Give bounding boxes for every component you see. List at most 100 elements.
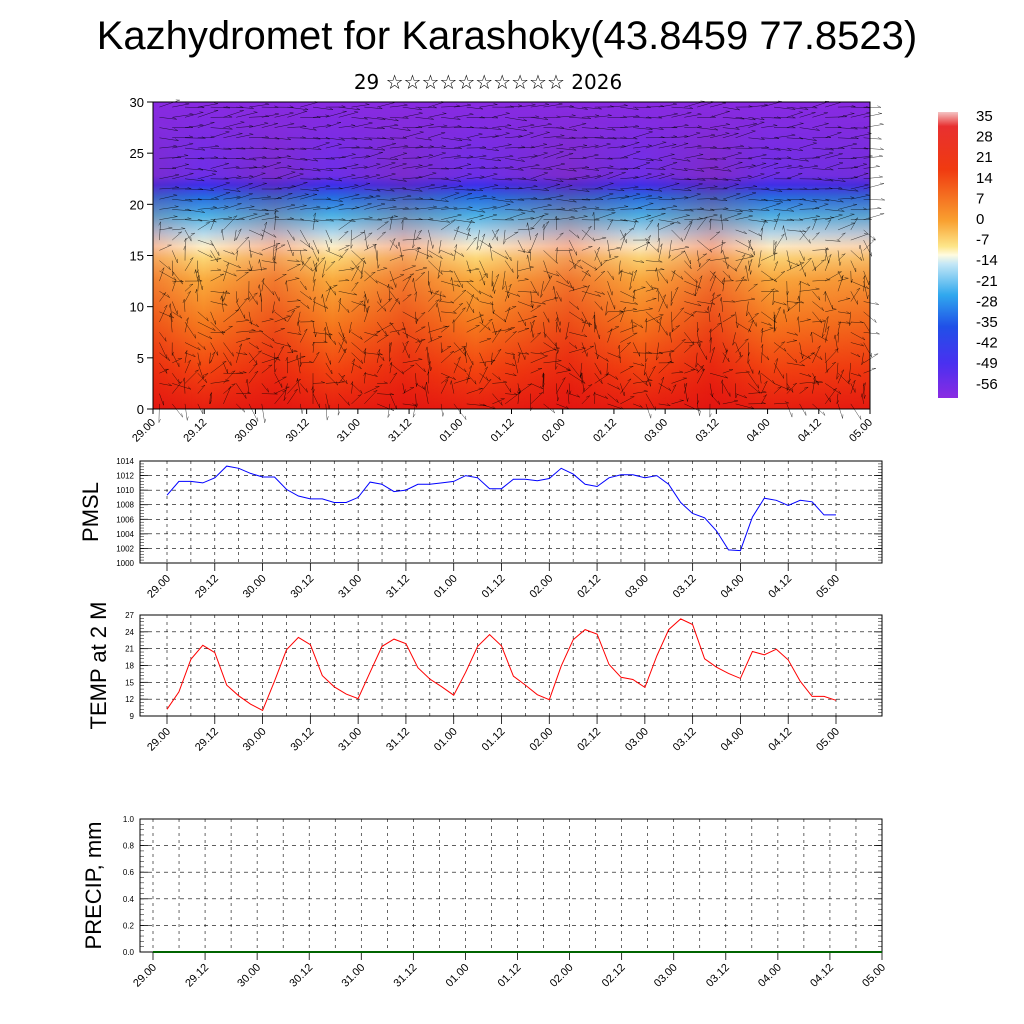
x-tick-label: 29.12 <box>193 573 221 601</box>
x-tick-label: 31.00 <box>335 417 363 445</box>
x-tick-label: 04.00 <box>719 573 747 601</box>
page-title: Kazhydromet for Karashoky(43.8459 77.852… <box>96 14 918 58</box>
x-tick-label: 29.00 <box>131 962 159 990</box>
colorbar-label: -35 <box>976 314 998 331</box>
x-tick-label: 03.12 <box>704 962 732 990</box>
x-tick-label: 30.12 <box>289 573 317 601</box>
y-tick-label: 1006 <box>116 515 134 524</box>
y-tick-label: 9 <box>130 712 135 721</box>
colorbar-label: -49 <box>976 355 998 372</box>
y-tick-label: 0.4 <box>123 895 135 904</box>
temp-panel: 9 12 15 18 21 24 27 29.00 29.12 30.00 30.12 31.00 31… <box>86 602 883 754</box>
x-tick-label: 02.12 <box>600 962 628 990</box>
x-tick-label: 31.12 <box>384 726 412 754</box>
y-tick-label: 0.8 <box>123 842 135 851</box>
x-tick-label: 05.00 <box>814 573 842 601</box>
y-tick-label: 27 <box>125 611 134 620</box>
x-tick-label: 03.00 <box>623 573 651 601</box>
x-tick-label: 31.12 <box>392 962 420 990</box>
y-tick-label: 0.2 <box>123 921 135 930</box>
cross-section-panel: 0 5 10 15 20 25 30 29.00 29.12 30.00 30.12 31.00 31… <box>130 95 885 445</box>
colorbar-label: 21 <box>976 149 993 166</box>
x-tick-label: 02.12 <box>575 573 603 601</box>
colorbar-label: -21 <box>976 273 998 290</box>
x-tick-label: 02.00 <box>548 962 576 990</box>
x-tick-label: 01.12 <box>489 417 517 445</box>
colorbar-label: 7 <box>976 190 984 207</box>
x-tick-label: 29.00 <box>130 417 158 445</box>
x-tick-label: 31.12 <box>384 573 412 601</box>
y-tick-label: 1004 <box>116 530 134 539</box>
y-tick-label: 1010 <box>116 486 134 495</box>
y-tick-label: 1012 <box>116 472 134 481</box>
x-tick-label: 01.12 <box>480 726 508 754</box>
x-tick-label: 05.00 <box>860 962 888 990</box>
wind-vectors <box>158 99 885 423</box>
y-tick-label: 1000 <box>116 559 134 568</box>
x-tick-label: 02.00 <box>527 726 555 754</box>
y-tick-label: 1.0 <box>123 815 135 824</box>
x-tick-label: 05.00 <box>814 726 842 754</box>
colorbar-label: 35 <box>976 108 993 125</box>
precip-panel: 0.0 0.2 0.4 0.6 0.8 1.0 29.00 29.12 30.00 30.12 31… <box>81 815 888 990</box>
x-tick-label: 30.12 <box>284 417 312 445</box>
y-tick-label: 24 <box>125 628 134 637</box>
y-tick-label: 1014 <box>116 457 134 466</box>
pmsl-panel: 1000 1002 1004 1006 1008 1010 1012 1014 29.00 29.… <box>78 457 883 601</box>
y-tick-label: 0.0 <box>123 948 135 957</box>
colorbar-label: 14 <box>976 170 993 187</box>
x-tick-label: 01.12 <box>496 962 524 990</box>
y-axis-title: PMSL <box>78 482 103 542</box>
x-tick-label: 31.00 <box>336 726 364 754</box>
x-tick-label: 04.00 <box>719 726 747 754</box>
x-tick-label: 02.12 <box>591 417 619 445</box>
y-tick-label: 25 <box>130 146 144 161</box>
x-tick-label: 02.00 <box>540 417 568 445</box>
x-tick-label: 04.00 <box>756 962 784 990</box>
cross-section-y-axis: 0 5 10 15 20 25 30 <box>130 95 153 417</box>
cross-section-x-axis: 29.00 29.12 30.00 30.12 31.00 31.12 01.00 01.12… <box>130 409 875 445</box>
plot-frame <box>139 818 883 953</box>
y-tick-label: 12 <box>125 695 134 704</box>
plot-frame <box>139 460 883 564</box>
y-tick-label: 0.6 <box>123 868 135 877</box>
y-axis-title: TEMP at 2 M <box>86 602 111 730</box>
x-tick-label: 03.12 <box>671 726 699 754</box>
x-tick-label: 04.12 <box>766 573 794 601</box>
x-tick-label: 30.00 <box>233 417 261 445</box>
x-tick-label: 30.00 <box>241 573 269 601</box>
x-tick-label: 02.12 <box>575 726 603 754</box>
y-tick-label: 21 <box>125 645 134 654</box>
x-tick-label: 03.00 <box>642 417 670 445</box>
colorbar-label: -7 <box>976 232 989 249</box>
x-tick-label: 01.00 <box>437 417 465 445</box>
y-tick-label: 10 <box>130 300 144 315</box>
x-tick-label: 04.00 <box>745 417 773 445</box>
x-tick-label: 31.00 <box>339 962 367 990</box>
x-tick-label: 31.12 <box>386 417 414 445</box>
y-tick-label: 5 <box>137 351 144 366</box>
y-tick-label: 15 <box>130 249 144 264</box>
x-tick-label: 04.12 <box>796 417 824 445</box>
x-tick-label: 01.00 <box>444 962 472 990</box>
wind-vector-paths <box>158 99 885 423</box>
x-tick-label: 29.12 <box>193 726 221 754</box>
page-subtitle: 29 ☆☆☆☆☆☆☆☆☆☆ 2026 <box>353 70 623 94</box>
x-tick-label: 01.12 <box>480 573 508 601</box>
colorbar-label: 28 <box>976 129 993 146</box>
colorbar-label: 0 <box>976 211 984 228</box>
x-tick-label: 03.12 <box>671 573 699 601</box>
x-tick-label: 30.00 <box>235 962 263 990</box>
y-tick-label: 30 <box>130 95 144 110</box>
x-tick-label: 31.00 <box>336 573 364 601</box>
y-tick-label: 20 <box>130 197 144 212</box>
colorbar-label: -14 <box>976 252 998 269</box>
y-tick-label: 0 <box>137 402 144 417</box>
y-tick-label: 18 <box>125 662 134 671</box>
data-series-line <box>166 618 837 712</box>
colorbar-label: -42 <box>976 335 998 352</box>
x-tick-label: 30.00 <box>241 726 269 754</box>
data-series-line <box>166 465 836 552</box>
x-tick-label: 01.00 <box>432 726 460 754</box>
